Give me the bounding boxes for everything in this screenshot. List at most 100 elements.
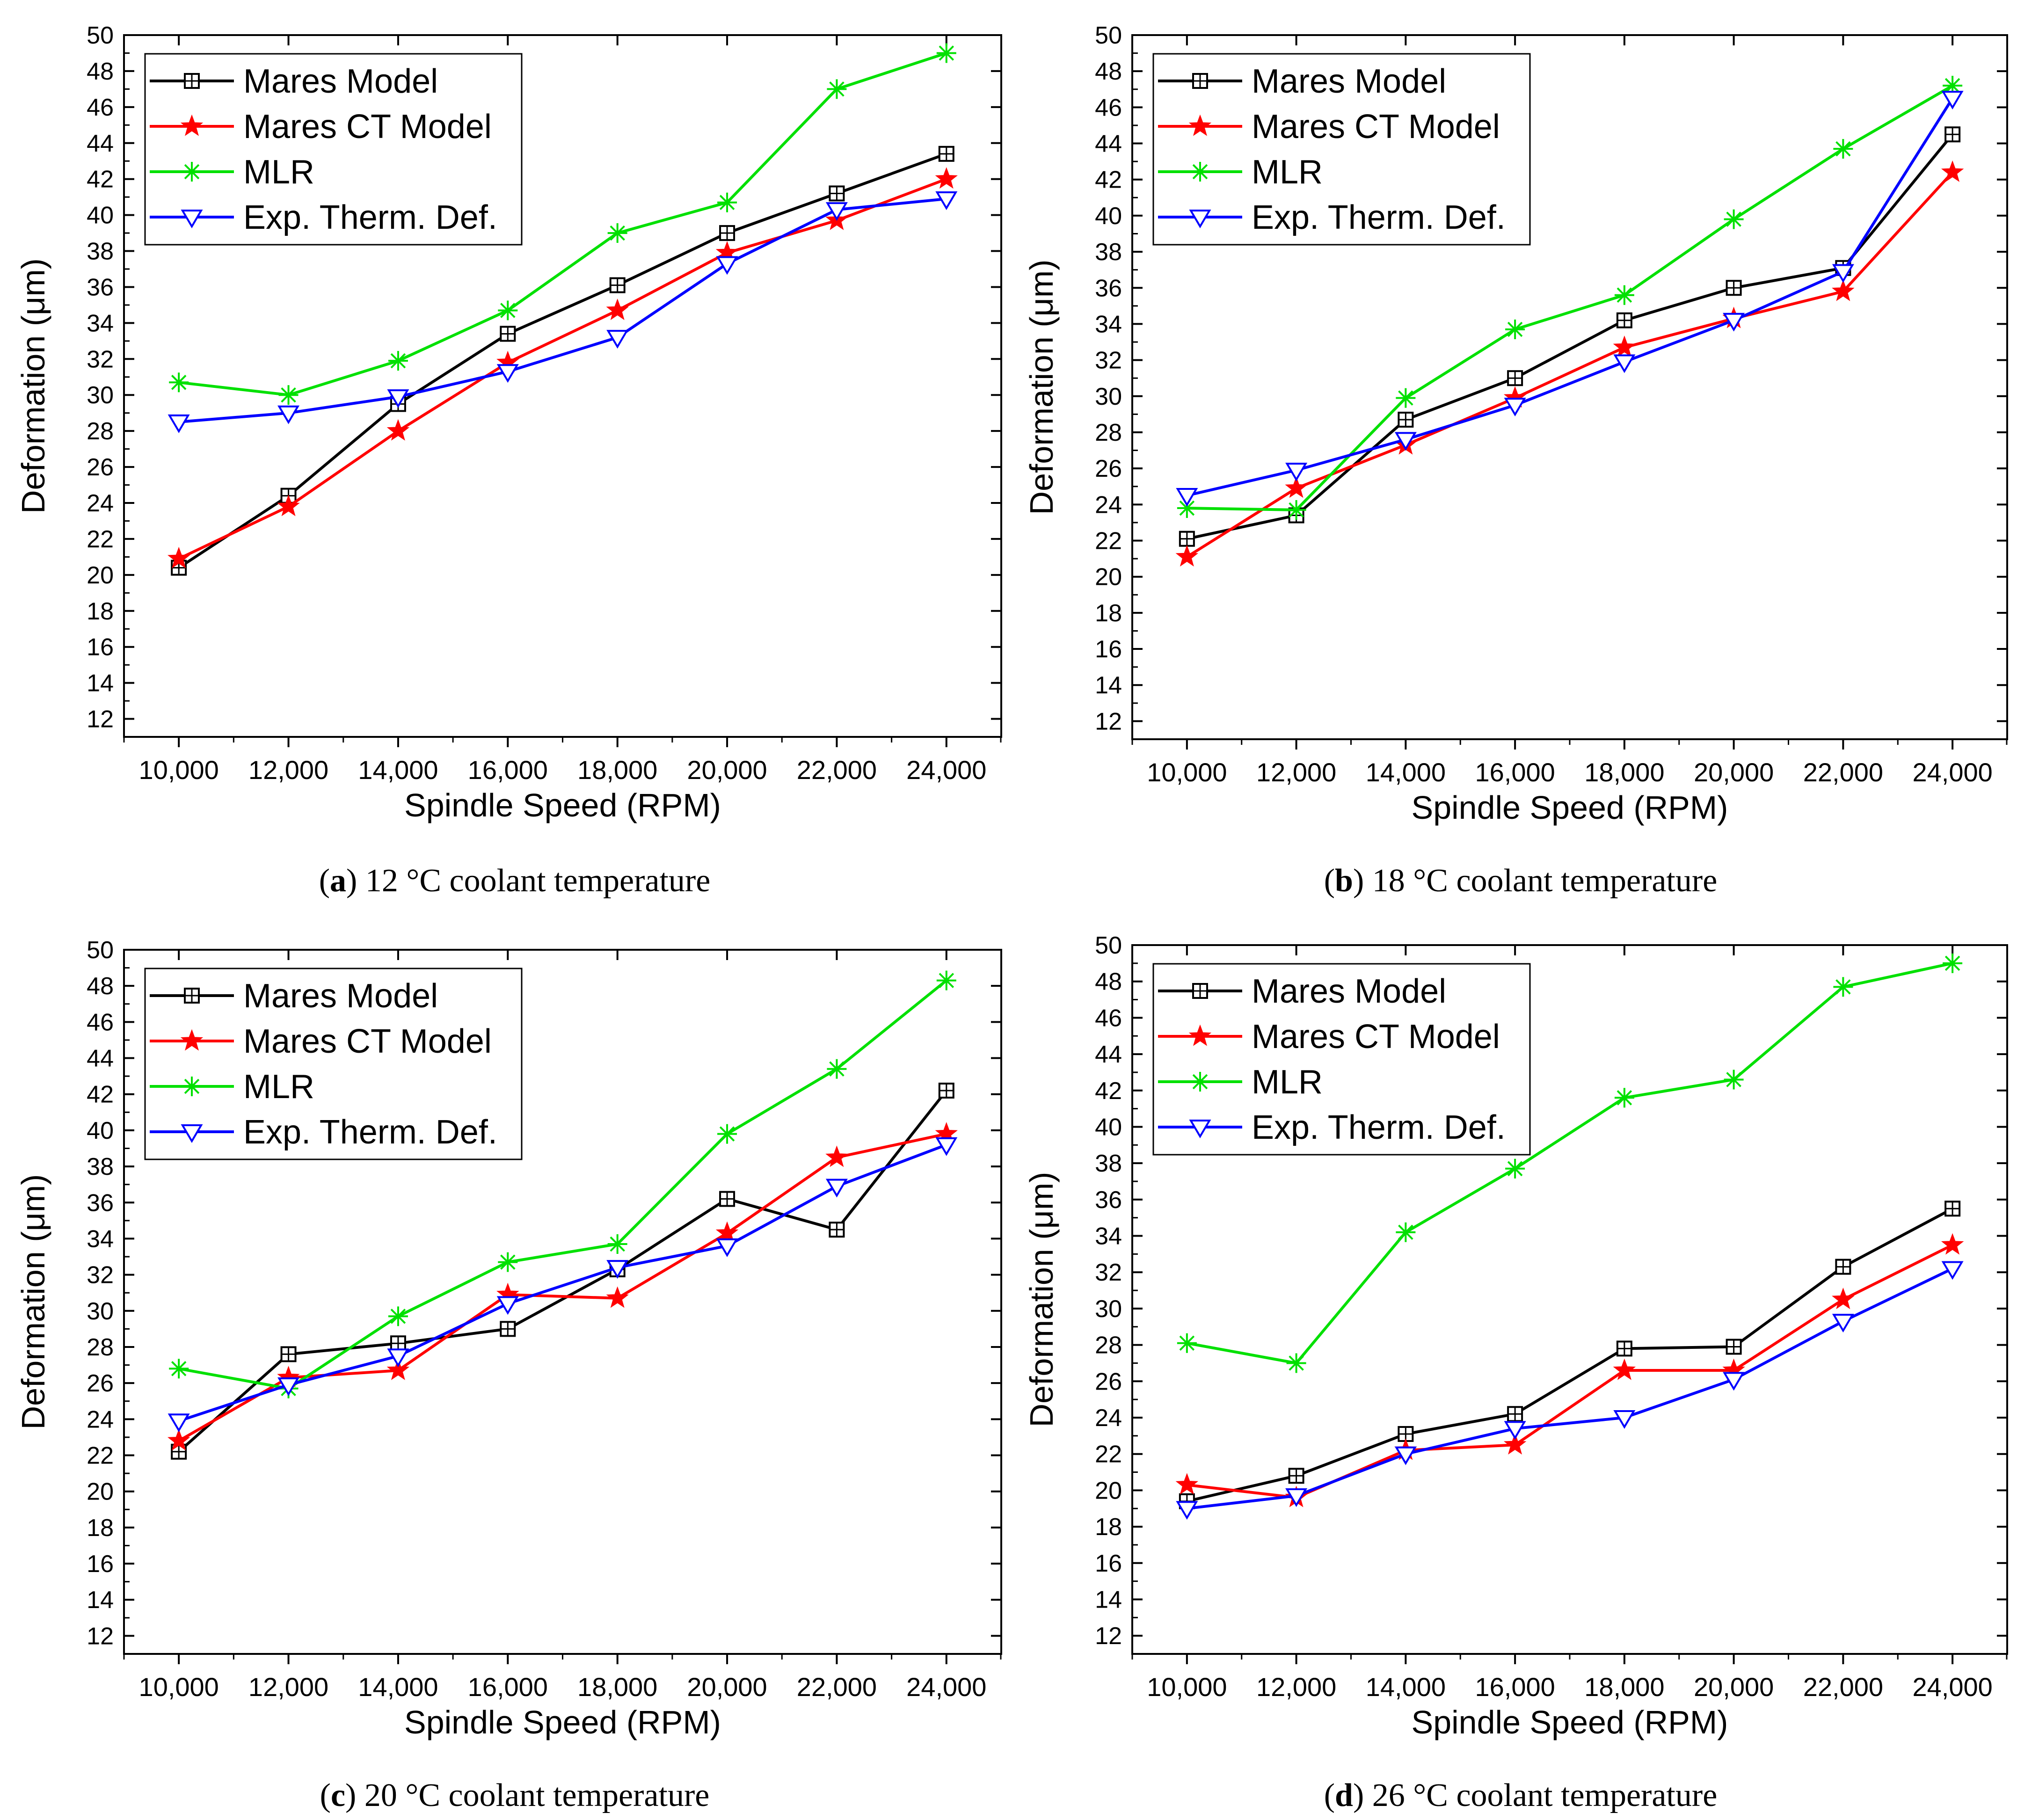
- x-tick-label: 16,000: [1475, 1672, 1555, 1702]
- y-tick-label: 24: [1095, 491, 1122, 518]
- data-point-tri: [1176, 488, 1198, 507]
- y-tick-label: 20: [1095, 1477, 1122, 1504]
- series-line: [1187, 1267, 1953, 1510]
- y-tick-label: 26: [1095, 1368, 1122, 1395]
- legend-marker-tri: [181, 210, 203, 228]
- data-point-tri: [606, 1260, 629, 1279]
- data-point: [500, 326, 516, 342]
- y-tick-label: 32: [87, 1262, 114, 1289]
- y-tick-label: 26: [1095, 455, 1122, 482]
- caption-open: (: [319, 863, 330, 899]
- data-point-ray: [939, 45, 954, 61]
- legend-marker: [1188, 1024, 1212, 1046]
- data-point: [278, 385, 299, 405]
- caption-text: 26 °C coolant temperature: [1364, 1777, 1717, 1813]
- data-point-star: [1503, 1433, 1527, 1455]
- data-point: [1944, 1201, 1961, 1217]
- y-tick-label: 16: [1095, 1550, 1122, 1577]
- caption: (a) 12 °C coolant temperature: [319, 863, 711, 899]
- data-point: [935, 167, 958, 189]
- data-point: [1941, 160, 1964, 182]
- data-point-tri: [716, 256, 738, 275]
- data-point: [1286, 500, 1306, 520]
- legend-label: Mares Model: [243, 63, 438, 100]
- data-point-tri: [1832, 1314, 1854, 1333]
- data-point: [167, 546, 190, 568]
- data-point-ray: [1179, 500, 1195, 516]
- data-point: [1613, 354, 1636, 373]
- data-point-ray: [1289, 502, 1304, 518]
- legend-marker: [1189, 1120, 1211, 1138]
- legend-marker-tri: [1189, 210, 1211, 228]
- data-point: [1175, 545, 1199, 567]
- y-tick-label: 22: [1095, 528, 1122, 555]
- data-point-tri: [387, 389, 409, 408]
- y-tick-label: 32: [87, 346, 114, 373]
- data-point: [606, 1286, 629, 1308]
- legend-marker-star: [180, 114, 204, 136]
- y-tick-label: 22: [87, 526, 114, 553]
- data-point-star: [606, 1286, 629, 1308]
- series-line: [1186, 171, 1954, 558]
- data-point-star: [386, 419, 410, 441]
- data-point-ray: [719, 195, 735, 210]
- series-line: [178, 51, 947, 397]
- legend-marker-ray: [1192, 1074, 1208, 1090]
- data-point: [277, 495, 300, 517]
- y-tick-label: 36: [1095, 1187, 1122, 1214]
- data-point-tri: [1832, 264, 1854, 283]
- x-tick-label: 16,000: [468, 1672, 548, 1702]
- x-tick-label: 12,000: [248, 755, 328, 785]
- data-point: [1398, 1426, 1414, 1442]
- caption: (c) 20 °C coolant temperature: [320, 1777, 710, 1813]
- y-tick-label: 24: [87, 490, 114, 517]
- legend-marker: [184, 988, 200, 1004]
- y-tick-label: 50: [1095, 22, 1122, 49]
- data-point: [277, 405, 300, 424]
- chart-b: 12 14 16 18 20 22 24 26 28 30 32 34 36 38 40 42 44 46 48 50…: [1023, 22, 2008, 899]
- data-point: [1286, 1353, 1306, 1373]
- data-point: [1176, 1501, 1198, 1520]
- data-point: [1614, 1088, 1634, 1108]
- data-point: [829, 1222, 845, 1238]
- data-point: [386, 419, 410, 441]
- x-tick-label: 12,000: [1256, 1672, 1336, 1702]
- series-exp-therm-def: [1176, 91, 1964, 507]
- y-tick-label: 42: [1095, 167, 1122, 194]
- legend-marker: [182, 162, 202, 182]
- data-point-ray: [1617, 1090, 1632, 1106]
- y-tick-label: 14: [1095, 672, 1122, 699]
- series-line: [1187, 1244, 1953, 1499]
- x-tick-label: 14,000: [1366, 1672, 1446, 1702]
- data-point-tri: [1613, 354, 1636, 373]
- legend-label: Mares Model: [1252, 63, 1446, 100]
- data-point: [1723, 1372, 1745, 1391]
- x-tick-label: 20,000: [1694, 1672, 1774, 1702]
- data-point: [496, 364, 519, 383]
- data-point: [715, 1221, 739, 1243]
- y-tick-label: 42: [87, 1081, 114, 1108]
- series-mlr: [1177, 76, 1963, 520]
- caption-label: a: [330, 863, 346, 899]
- legend-marker: [181, 210, 203, 228]
- data-point-star: [277, 495, 300, 517]
- data-point-star: [1941, 1233, 1964, 1255]
- x-tick-label: 22,000: [1803, 1672, 1883, 1702]
- legend-box: [144, 53, 523, 246]
- data-point: [1285, 1488, 1308, 1507]
- legend-label: Mares CT Model: [1252, 1018, 1500, 1056]
- data-point: [1614, 285, 1634, 305]
- y-tick-label: 42: [1095, 1077, 1122, 1105]
- legend-marker-ray: [184, 1078, 200, 1094]
- y-tick-label: 20: [1095, 564, 1122, 591]
- data-point: [1179, 531, 1195, 547]
- data-point-star: [825, 1145, 848, 1167]
- data-point-tri: [825, 1179, 848, 1198]
- series-line: [178, 197, 947, 423]
- y-tick-label: 22: [87, 1442, 114, 1470]
- x-tick-label: 10,000: [139, 1672, 219, 1702]
- data-point-tri: [1285, 1488, 1308, 1507]
- y-tick-label: 18: [87, 598, 114, 625]
- data-point: [1724, 209, 1744, 229]
- data-point: [606, 1260, 629, 1279]
